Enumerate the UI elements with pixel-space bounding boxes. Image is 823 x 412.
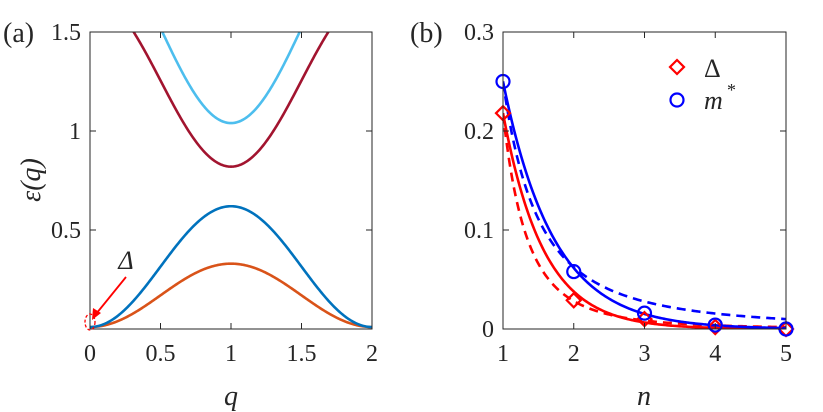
mass-point xyxy=(636,305,653,321)
gap-highlight-ellipse xyxy=(84,313,96,331)
panel-b-x-axis-label: n xyxy=(637,381,651,412)
panel-a-tick-labels: 0 0.5 1 1.5 2 0.5 1 1.5 xyxy=(51,20,378,367)
band-line-1 xyxy=(90,262,372,329)
mass-point xyxy=(707,317,723,333)
panel-a-tick-marks xyxy=(89,31,373,329)
panel-b-x-tick-label: 4 xyxy=(709,341,721,367)
mass-fit-dashed xyxy=(503,81,786,321)
panel-b-y-tick-label: 0.3 xyxy=(464,20,494,46)
delta-point xyxy=(565,291,583,309)
panel-b-x-tick-label: 5 xyxy=(780,341,792,367)
panel-b-y-tick-label: 0.1 xyxy=(464,218,494,244)
gap-annotation-label: Δ xyxy=(117,246,133,275)
panel-a-lines xyxy=(90,32,372,329)
gap-annotation-arrow xyxy=(95,276,127,315)
panel-a-x-tick-label: 0 xyxy=(84,341,96,367)
panel-b-x-tick-label: 3 xyxy=(639,341,651,367)
panel-b-tick-marks xyxy=(502,31,787,330)
legend-label-mass: m xyxy=(704,86,723,115)
band-line-2 xyxy=(90,204,372,329)
panel-a-x-tick-label: 1 xyxy=(225,341,237,367)
panel-b-x-tick-label: 1 xyxy=(497,341,509,367)
panel-a-label: (a) xyxy=(3,18,34,49)
mass-point xyxy=(566,263,582,280)
gap-annotation-arrowhead xyxy=(92,308,101,320)
panel-b-label: (b) xyxy=(410,18,443,49)
panel-b: 1 2 3 4 5 0 0.1 0.2 0.3 (b) n Δ m * xyxy=(410,18,795,412)
mass-fit-solid xyxy=(503,81,786,329)
delta-fit-solid xyxy=(503,112,786,329)
panel-a: 0 0.5 1 1.5 2 0.5 1 1.5 (a) q ε(q) Δ xyxy=(3,18,378,412)
panel-b-y-tick-label: 0.2 xyxy=(464,119,494,145)
band-line-4 xyxy=(160,32,302,125)
legend-circle-marker xyxy=(669,92,685,108)
legend-label-delta: Δ xyxy=(704,54,721,83)
panel-a-plot-area xyxy=(90,32,372,329)
legend-label-mass-sup: * xyxy=(727,80,736,100)
panel-b-y-tick-label: 0 xyxy=(482,317,494,343)
panel-b-tick-labels: 1 2 3 4 5 0 0.1 0.2 0.3 xyxy=(464,20,792,367)
panel-b-lines xyxy=(503,81,786,329)
legend-diamond-marker xyxy=(668,58,686,76)
band-line-3 xyxy=(132,32,330,168)
panel-b-x-tick-label: 2 xyxy=(568,341,580,367)
delta-point xyxy=(706,318,724,336)
panel-a-y-tick-label: 0.5 xyxy=(51,218,81,244)
panel-a-y-tick-label: 1 xyxy=(69,119,81,145)
panel-b-plot-area xyxy=(494,73,795,338)
panel-a-x-tick-label: 1.5 xyxy=(287,341,317,367)
panel-a-x-tick-label: 0.5 xyxy=(146,341,176,367)
panel-a-x-tick-label: 2 xyxy=(366,341,378,367)
panel-a-y-axis-label: ε(q) xyxy=(16,158,47,202)
panel-b-legend: Δ m * xyxy=(668,54,736,115)
panel-a-y-tick-label: 1.5 xyxy=(51,20,81,46)
panel-a-x-axis-label: q xyxy=(224,381,238,412)
